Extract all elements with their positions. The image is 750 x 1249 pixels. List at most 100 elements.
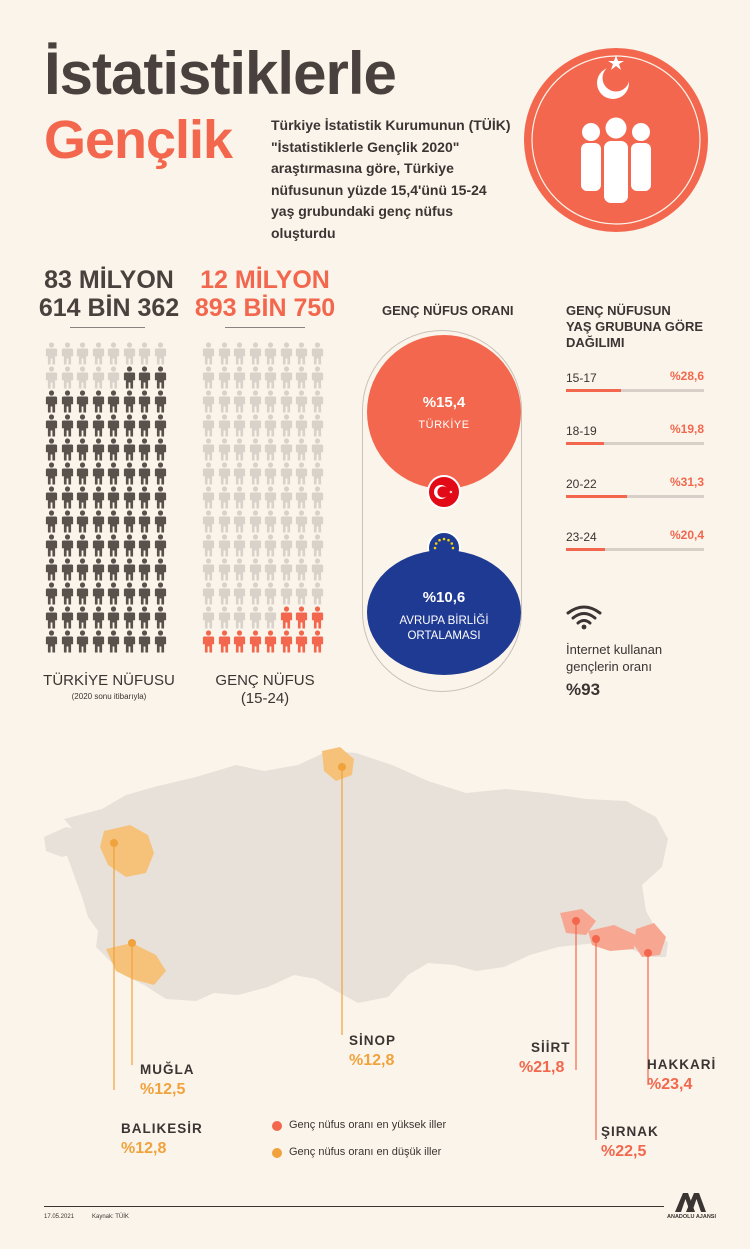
province-marker xyxy=(644,949,652,957)
person-icon xyxy=(263,510,279,534)
legend-low-dot xyxy=(272,1148,282,1158)
person-icon xyxy=(137,462,153,486)
person-icon xyxy=(122,630,138,654)
person-icon xyxy=(232,438,248,462)
person-icon xyxy=(232,534,248,558)
province-marker xyxy=(592,935,600,943)
age-group-label: 20-22 xyxy=(566,477,597,491)
person-icon xyxy=(248,438,264,462)
person-icon xyxy=(44,486,60,510)
person-icon xyxy=(60,414,76,438)
person-icon xyxy=(44,606,60,630)
person-icon xyxy=(263,486,279,510)
legend-high-dot xyxy=(272,1121,282,1131)
person-icon xyxy=(106,534,122,558)
total-population-note: (2020 sonu itibarıyla) xyxy=(71,692,147,701)
person-icon xyxy=(232,582,248,606)
person-icon xyxy=(217,606,233,630)
person-icon xyxy=(106,606,122,630)
person-icon xyxy=(91,342,107,366)
person-icon xyxy=(279,438,295,462)
person-icon xyxy=(279,534,295,558)
age-group-bar xyxy=(566,495,704,498)
person-icon xyxy=(91,582,107,606)
person-icon xyxy=(201,630,217,654)
person-icon xyxy=(75,630,91,654)
age-group-value: %20,4 xyxy=(669,528,704,542)
person-icon xyxy=(122,366,138,390)
person-icon xyxy=(75,414,91,438)
person-icon xyxy=(106,414,122,438)
person-icon xyxy=(310,606,326,630)
youth-emblem xyxy=(521,45,711,235)
province-value-sirnak: %22,5 xyxy=(601,1143,647,1160)
person-icon xyxy=(294,414,310,438)
person-icon xyxy=(263,342,279,366)
person-icon xyxy=(137,630,153,654)
age-group-label: 23-24 xyxy=(566,530,597,544)
person-icon xyxy=(263,630,279,654)
person-icon xyxy=(294,390,310,414)
age-group-row: 18-19 %19,8 xyxy=(566,422,704,448)
person-icon xyxy=(279,510,295,534)
person-icon xyxy=(201,486,217,510)
person-icon xyxy=(153,606,169,630)
person-icon xyxy=(201,582,217,606)
title-line-1: İstatistiklerle xyxy=(44,40,397,107)
person-icon xyxy=(91,366,107,390)
person-icon xyxy=(310,414,326,438)
person-icon xyxy=(106,366,122,390)
turkey-map xyxy=(36,735,716,1175)
province-name-siirt: SİİRT xyxy=(531,1040,571,1055)
person-icon xyxy=(279,606,295,630)
person-icon xyxy=(122,462,138,486)
person-icon xyxy=(279,486,295,510)
person-icon xyxy=(137,414,153,438)
person-icon xyxy=(310,630,326,654)
person-icon xyxy=(248,462,264,486)
person-icon xyxy=(232,342,248,366)
person-icon xyxy=(217,510,233,534)
person-icon xyxy=(137,486,153,510)
person-icon xyxy=(263,438,279,462)
person-icon xyxy=(60,342,76,366)
person-icon xyxy=(44,390,60,414)
person-icon xyxy=(248,366,264,390)
person-icon xyxy=(44,438,60,462)
person-icon xyxy=(279,414,295,438)
person-icon xyxy=(153,486,169,510)
person-icon xyxy=(248,486,264,510)
person-icon xyxy=(294,582,310,606)
person-icon xyxy=(137,534,153,558)
person-icon xyxy=(122,558,138,582)
person-icon xyxy=(217,414,233,438)
person-icon xyxy=(137,342,153,366)
person-icon xyxy=(60,486,76,510)
person-icon xyxy=(248,390,264,414)
person-icon xyxy=(137,606,153,630)
person-icon xyxy=(248,582,264,606)
person-icon xyxy=(294,534,310,558)
person-icon xyxy=(232,390,248,414)
total-population-caption: TÜRKİYE NÜFUSU xyxy=(43,672,175,689)
aa-logo-icon xyxy=(672,1190,708,1214)
person-icon xyxy=(201,558,217,582)
youth-population-line-2: 893 BİN 750 xyxy=(194,294,336,322)
age-distribution-title-1: GENÇ NÜFUSUN xyxy=(566,303,671,318)
person-icon xyxy=(75,462,91,486)
person-icon xyxy=(75,366,91,390)
person-icon xyxy=(279,558,295,582)
person-icon xyxy=(201,342,217,366)
person-icon xyxy=(263,534,279,558)
person-icon xyxy=(153,558,169,582)
person-icon xyxy=(91,462,107,486)
person-icon xyxy=(122,414,138,438)
person-icon xyxy=(106,510,122,534)
person-icon xyxy=(137,438,153,462)
person-icon xyxy=(75,486,91,510)
footer-brand: ANADOLU AJANSI xyxy=(667,1214,716,1220)
person-icon xyxy=(217,438,233,462)
person-icon xyxy=(201,606,217,630)
person-icon xyxy=(232,510,248,534)
person-icon xyxy=(122,390,138,414)
